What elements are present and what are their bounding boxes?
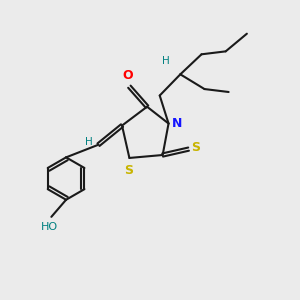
Text: H: H	[162, 56, 170, 66]
Text: S: S	[124, 164, 133, 177]
Text: HO: HO	[40, 222, 58, 232]
Text: H: H	[85, 137, 93, 147]
Text: N: N	[172, 117, 182, 130]
Text: O: O	[123, 69, 133, 82]
Text: S: S	[191, 141, 200, 154]
